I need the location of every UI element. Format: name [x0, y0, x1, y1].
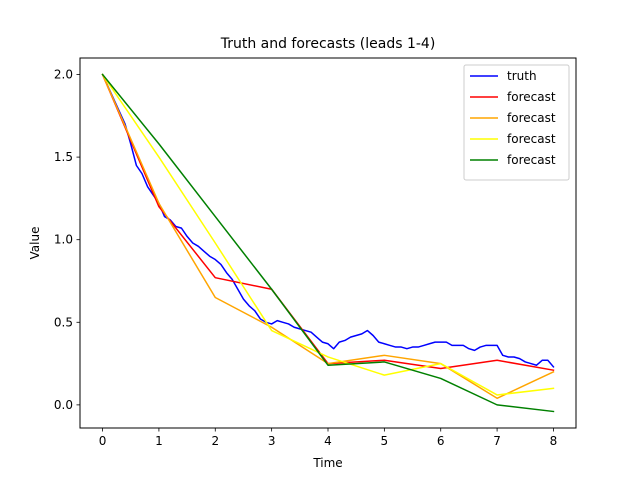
legend-box [463, 64, 570, 181]
x-axis: 0 1 2 3 4 5 6 7 8 [99, 428, 558, 448]
chart-title: Truth and forecasts (leads 1-4) [220, 36, 436, 52]
x-tick-label: 4 [324, 434, 332, 448]
series-line-forecast-2 [101, 73, 555, 400]
series-line-forecast-4 [101, 73, 555, 413]
x-tick-label: 3 [268, 434, 276, 448]
y-tick-label: 1.5 [54, 150, 73, 164]
x-tick-label: 7 [493, 434, 501, 448]
y-tick-label: 0.0 [54, 398, 73, 412]
series-line-truth [101, 73, 555, 368]
y-axis: 0.0 0.5 1.0 1.5 2.0 [54, 68, 80, 412]
x-tick-label: 1 [155, 434, 163, 448]
series-line-forecast-3 [101, 73, 555, 396]
legend-label: truth [507, 69, 537, 83]
x-tick-label: 2 [211, 434, 219, 448]
x-tick-label: 5 [381, 434, 389, 448]
legend: truth forecast forecast forecast forecast [463, 64, 570, 181]
y-tick-label: 2.0 [54, 68, 73, 82]
y-axis-label: Value [28, 227, 42, 260]
legend-label: forecast [507, 111, 556, 125]
y-tick-label: 0.5 [54, 315, 73, 329]
y-tick-label: 1.0 [54, 233, 73, 247]
x-tick-label: 6 [437, 434, 445, 448]
legend-label: forecast [507, 132, 556, 146]
x-axis-label: Time [312, 456, 342, 470]
x-tick-label: 8 [550, 434, 558, 448]
x-tick-label: 0 [99, 434, 107, 448]
legend-label: forecast [507, 153, 556, 167]
legend-label: forecast [507, 90, 556, 104]
plot-area [101, 73, 555, 413]
